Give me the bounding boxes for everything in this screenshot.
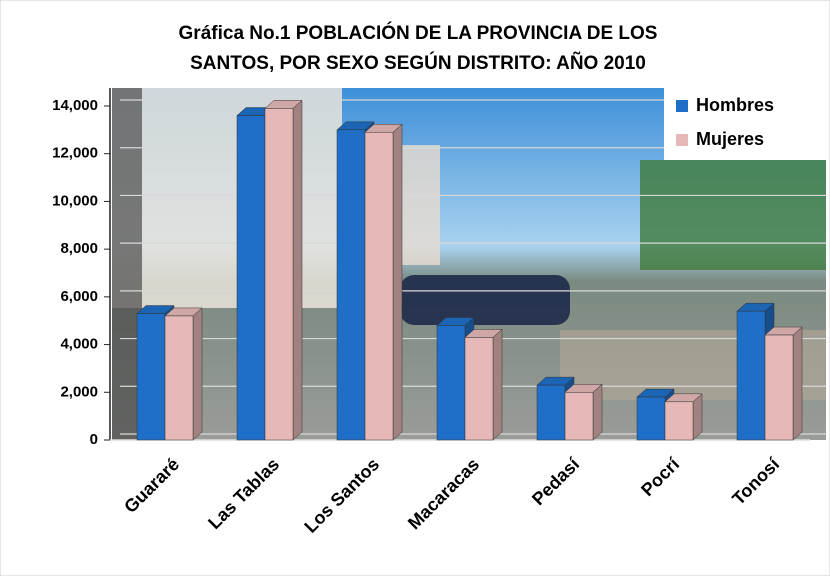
bar	[765, 335, 793, 440]
y-tick-label: 0	[90, 431, 98, 448]
bar	[365, 132, 393, 440]
bar-side	[393, 124, 402, 440]
bar-side	[593, 384, 602, 440]
bar-side	[793, 327, 802, 440]
legend-swatch	[676, 100, 688, 112]
y-tick-label: 14,000	[52, 97, 98, 114]
y-tick-label: 2,000	[60, 383, 98, 400]
legend-swatch	[676, 134, 688, 146]
bar	[137, 314, 165, 440]
y-tick-label: 8,000	[60, 240, 98, 257]
bar	[237, 116, 265, 440]
bar-side	[193, 308, 202, 440]
bar	[665, 402, 693, 440]
y-tick-label: 10,000	[52, 192, 98, 209]
chart-title: Gráfica No.1 POBLACIÓN DE LA PROVINCIA D…	[179, 22, 658, 44]
bar	[565, 392, 593, 440]
legend-label: Hombres	[696, 95, 774, 115]
y-tick-label: 4,000	[60, 336, 98, 353]
bar	[265, 108, 293, 440]
chart-title: SANTOS, POR SEXO SEGÚN DISTRITO: AÑO 201…	[190, 52, 646, 74]
page: Gráfica No.1 POBLACIÓN DE LA PROVINCIA D…	[0, 0, 830, 576]
y-tick-label: 12,000	[52, 145, 98, 162]
bar	[737, 311, 765, 440]
bar	[165, 316, 193, 440]
bar-side	[493, 329, 502, 440]
chart: Gráfica No.1 POBLACIÓN DE LA PROVINCIA D…	[0, 0, 830, 576]
bar	[465, 337, 493, 440]
y-tick-label: 6,000	[60, 288, 98, 305]
bar	[537, 385, 565, 440]
bar	[637, 397, 665, 440]
bar-side	[293, 100, 302, 440]
bar	[337, 130, 365, 440]
bar	[437, 325, 465, 440]
legend-label: Mujeres	[696, 129, 764, 149]
